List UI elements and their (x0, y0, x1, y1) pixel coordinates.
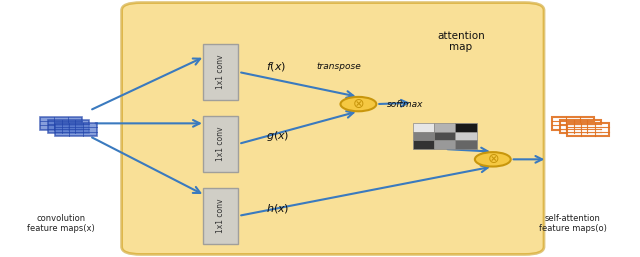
Text: softmax: softmax (387, 99, 424, 109)
Text: $h(x)$: $h(x)$ (266, 202, 289, 215)
Bar (434, 123, 456, 132)
Bar (434, 141, 456, 149)
Text: $\otimes$: $\otimes$ (352, 97, 365, 111)
Text: convolution
feature maps(x): convolution feature maps(x) (27, 214, 95, 233)
Text: 1x1 conv: 1x1 conv (216, 127, 225, 161)
FancyBboxPatch shape (203, 188, 238, 244)
FancyBboxPatch shape (40, 117, 82, 130)
Text: $g(x)$: $g(x)$ (266, 129, 289, 143)
Text: self-attention
feature maps(o): self-attention feature maps(o) (539, 214, 607, 233)
Bar (413, 132, 434, 141)
Circle shape (340, 97, 376, 111)
Bar (413, 141, 434, 149)
Text: transpose: transpose (317, 62, 362, 71)
FancyBboxPatch shape (203, 44, 238, 100)
FancyBboxPatch shape (552, 117, 594, 130)
Circle shape (475, 152, 511, 167)
Bar (413, 123, 434, 132)
Text: attention
map: attention map (437, 31, 484, 52)
FancyBboxPatch shape (47, 120, 90, 133)
Text: 1x1 conv: 1x1 conv (216, 55, 225, 89)
Text: $\otimes$: $\otimes$ (486, 152, 499, 166)
FancyBboxPatch shape (568, 123, 609, 136)
Bar (456, 141, 477, 149)
FancyBboxPatch shape (122, 3, 544, 254)
Bar (456, 132, 477, 141)
FancyBboxPatch shape (56, 123, 97, 136)
FancyBboxPatch shape (560, 120, 602, 133)
Bar (434, 132, 456, 141)
Text: 1x1 conv: 1x1 conv (216, 199, 225, 233)
Text: $f(x)$: $f(x)$ (266, 60, 286, 73)
Bar (456, 123, 477, 132)
FancyBboxPatch shape (203, 116, 238, 172)
